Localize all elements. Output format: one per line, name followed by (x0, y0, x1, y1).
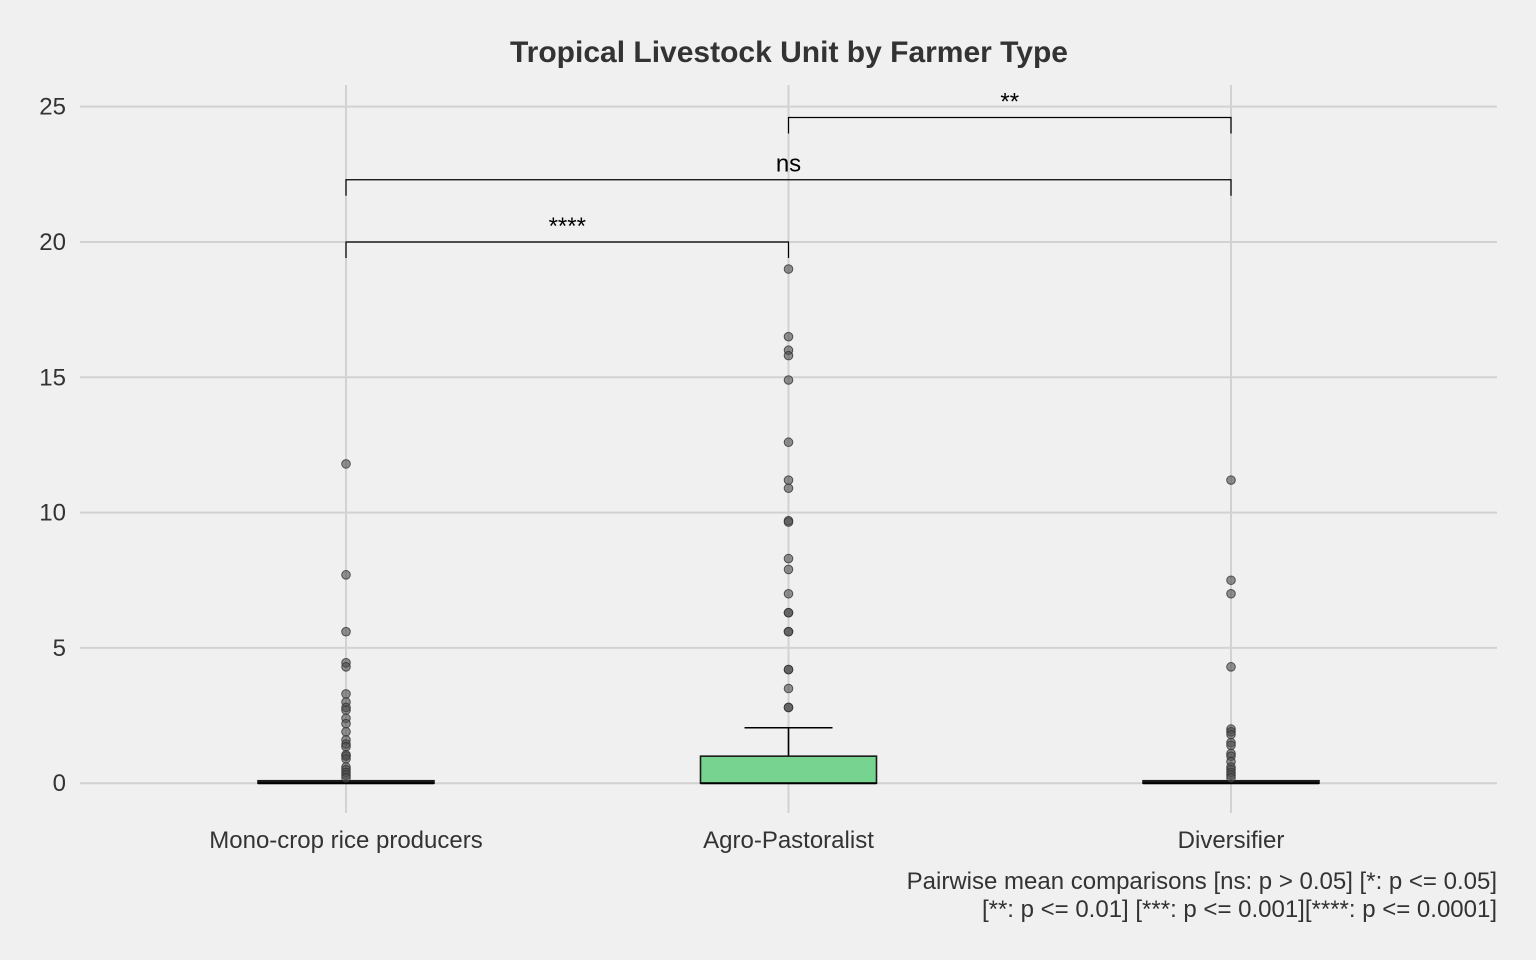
outlier-point (1226, 588, 1236, 599)
y-tick-label: 10 (39, 500, 66, 527)
outlier-point (1226, 740, 1236, 751)
outlier-point (341, 718, 351, 729)
outlier-point (783, 375, 794, 385)
outlier-point (783, 475, 794, 485)
boxes (257, 726, 1320, 785)
outlier-point (341, 773, 351, 783)
significance-label: **** (549, 213, 586, 240)
outlier-point (1226, 575, 1236, 586)
outlier-point (783, 483, 794, 494)
outlier-point (783, 626, 794, 637)
caption-line-1: Pairwise mean comparisons [ns: p > 0.05]… (907, 868, 1497, 895)
outlier-point (783, 264, 794, 274)
outlier-point (341, 626, 351, 637)
y-tick-label: 15 (39, 364, 66, 391)
outlier-point (341, 662, 351, 672)
outlier-point (1226, 773, 1236, 783)
axis-tick-labels: 0 5 10 15 20 25 Mono-crop rice producers Agro-P… (39, 94, 1284, 854)
significance-label: ns (776, 151, 801, 178)
significance-label: ** (1000, 88, 1019, 115)
significance-bracket (345, 179, 1232, 196)
significance-brackets: **** ns ** (345, 88, 1232, 258)
outlier-point (783, 517, 794, 527)
y-tick-label: 20 (39, 229, 66, 256)
significance-bracket (345, 241, 790, 258)
outlier-point (783, 664, 794, 675)
outlier-point (783, 350, 794, 361)
outlier-point (341, 570, 351, 580)
x-tick-label: Diversifier (1178, 827, 1285, 854)
outlier-point (783, 683, 794, 694)
outlier-point (783, 588, 794, 599)
outlier-point (1226, 729, 1236, 740)
outlier-point (783, 331, 794, 342)
significance-bracket (787, 116, 1232, 134)
box-iqr (699, 755, 878, 785)
outlier-point (341, 727, 351, 737)
outlier-point (783, 702, 794, 713)
caption-line-2: [**: p <= 0.01] [***: p <= 0.001][****: … (982, 896, 1497, 923)
outlier-point (783, 607, 794, 618)
y-tick-label: 0 (53, 770, 66, 797)
y-tick-label: 5 (53, 635, 66, 662)
x-tick-label: Mono-crop rice producers (209, 827, 482, 854)
x-tick-label: Agro-Pastoralist (703, 827, 874, 854)
chart-title: Tropical Livestock Unit by Farmer Type (510, 36, 1068, 69)
outlier-point (341, 459, 351, 469)
outlier-points (341, 264, 1236, 783)
y-tick-label: 25 (39, 94, 66, 121)
outlier-point (341, 754, 351, 764)
outlier-point (341, 741, 351, 752)
outlier-point (1226, 475, 1236, 485)
outlier-point (1226, 662, 1236, 672)
outlier-point (341, 705, 351, 715)
outlier-point (783, 437, 794, 448)
outlier-point (783, 564, 794, 575)
outlier-point (783, 553, 794, 564)
outlier-point (341, 689, 351, 699)
